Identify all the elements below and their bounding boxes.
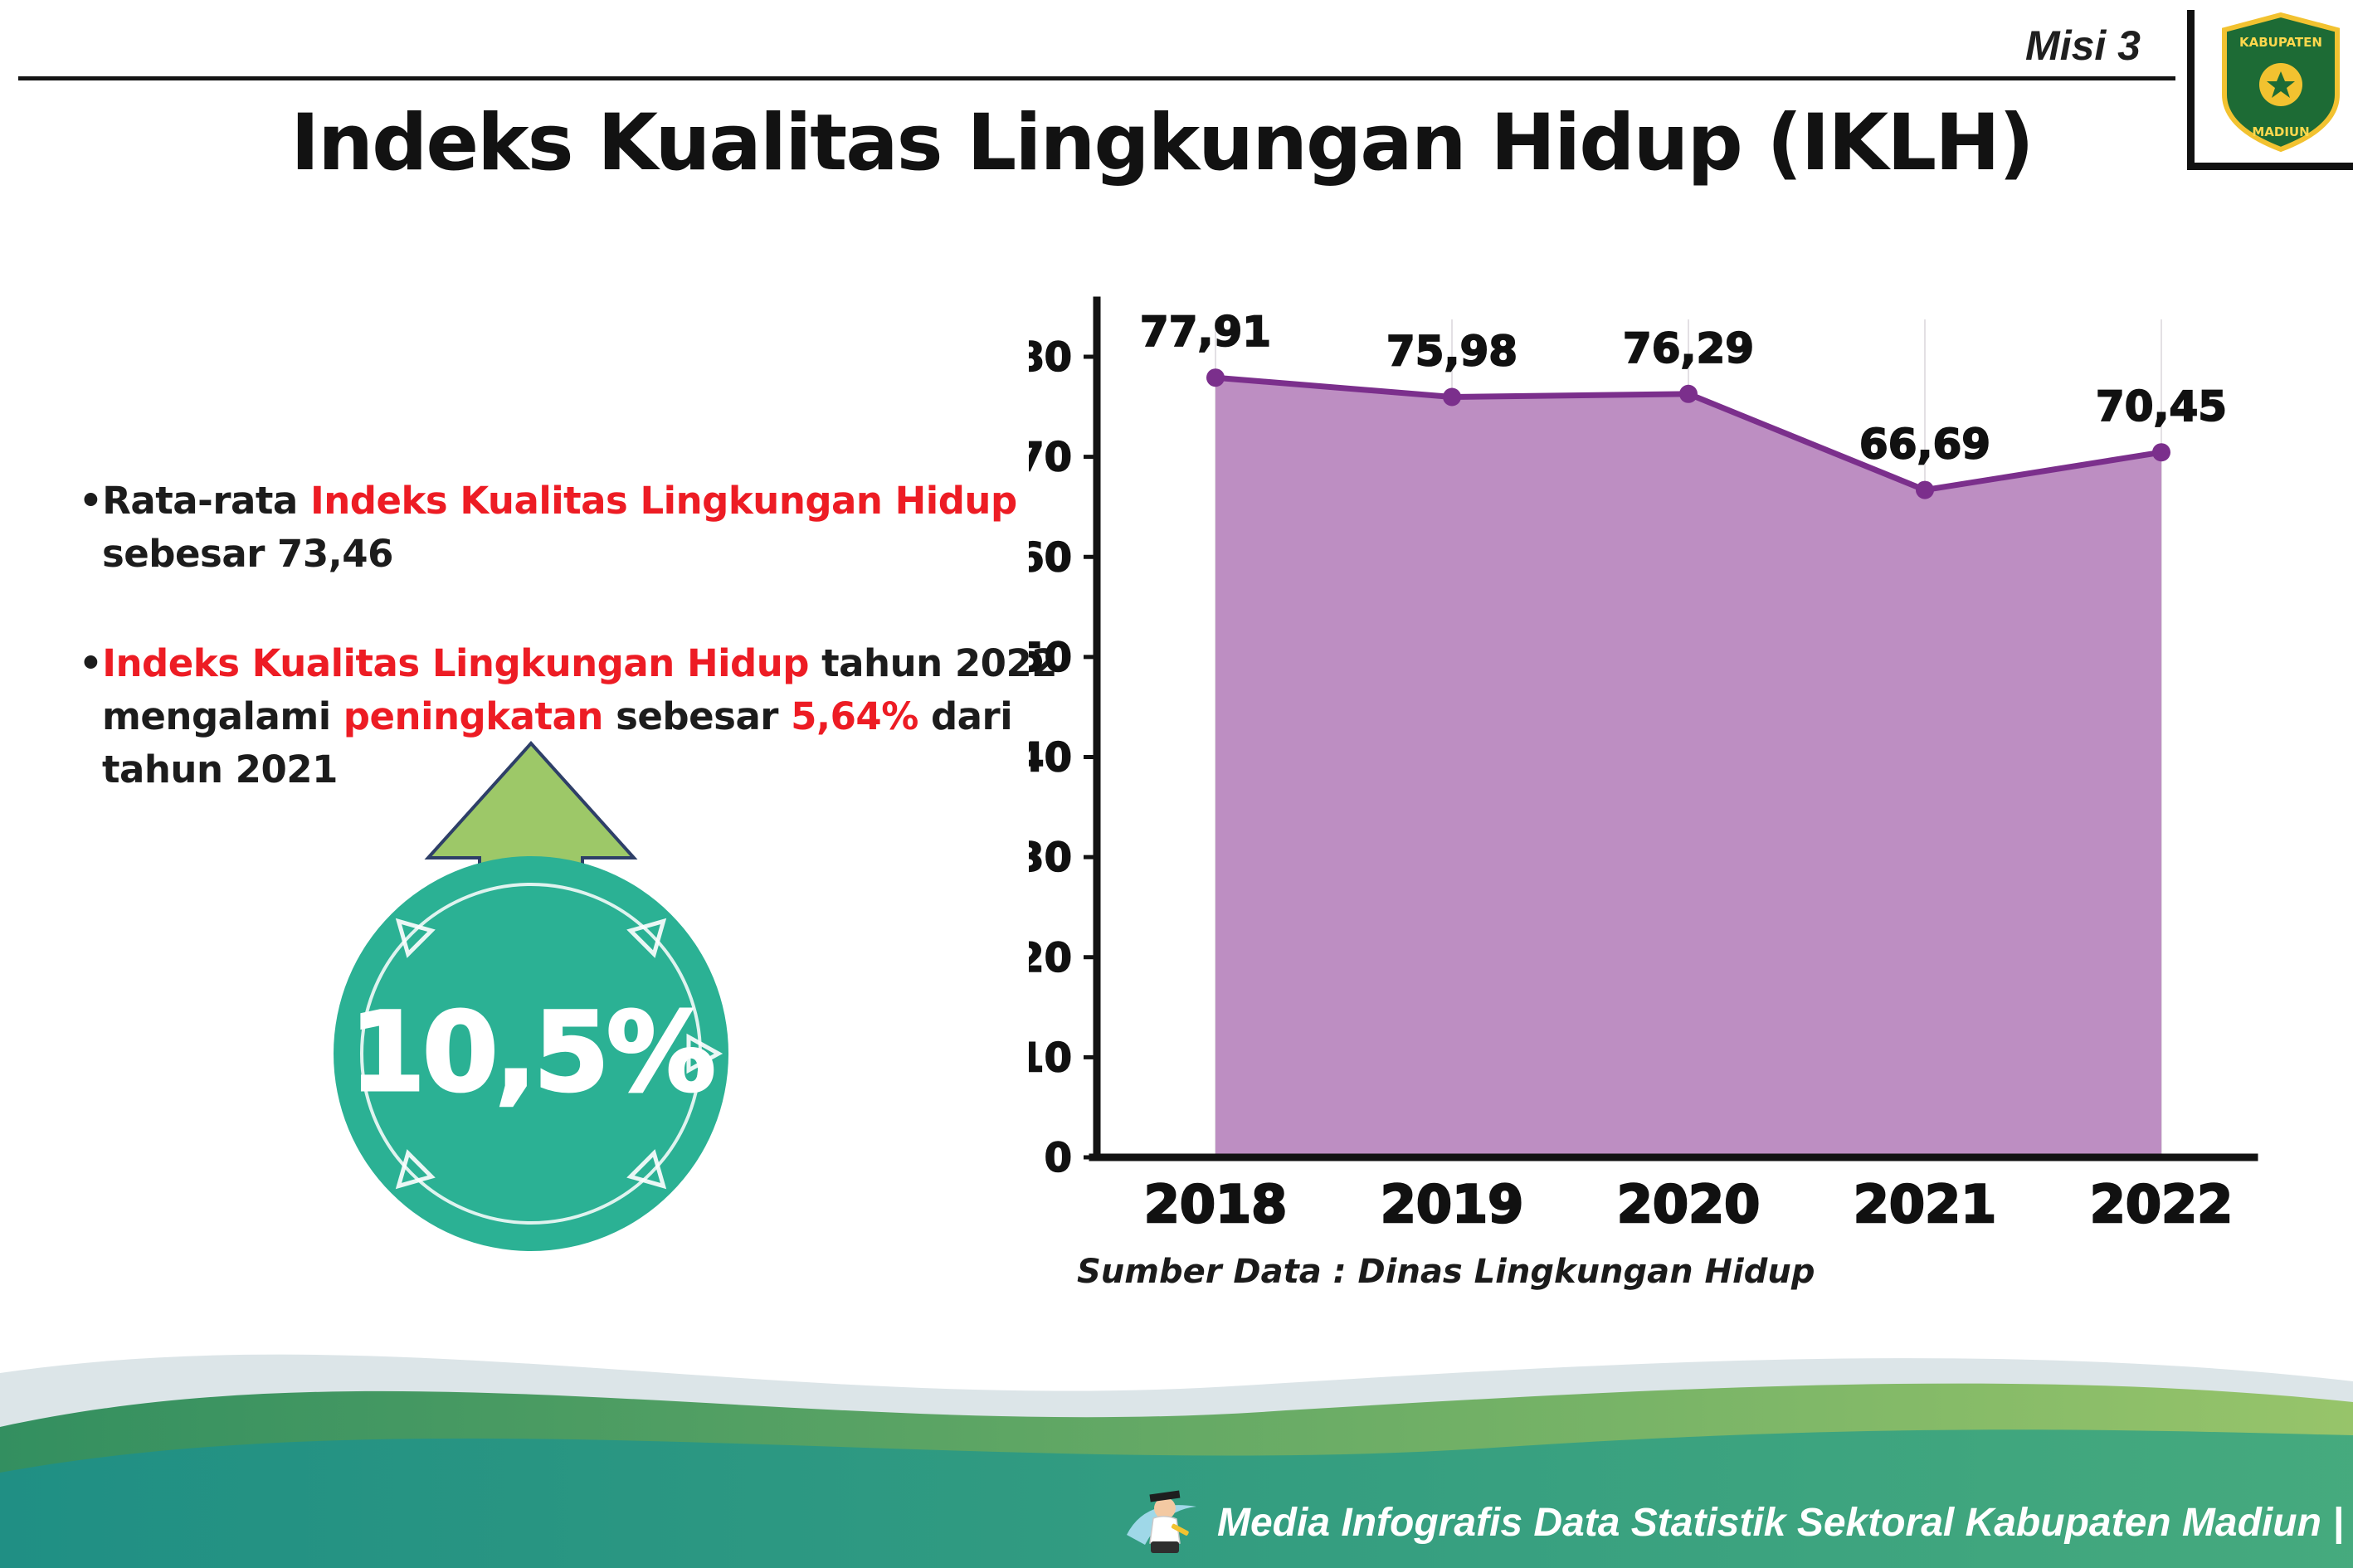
bullet2-highlight-1: Indeks Kualitas Lingkungan Hidup: [102, 641, 809, 685]
data-point: [1206, 368, 1225, 387]
footer-wave-teal: [0, 1429, 2353, 1568]
ring-triangle-icon: [626, 1149, 667, 1190]
y-tick-label: 20: [1029, 935, 1072, 981]
misi-label: Misi 3: [2025, 22, 2141, 69]
ring-triangle-icon: [395, 1149, 436, 1190]
bullet1-text-2: sebesar 73,46: [102, 531, 393, 576]
increase-badge: 10,5%: [334, 741, 728, 1251]
y-tick-label: 60: [1029, 534, 1072, 581]
mascot-legs: [1151, 1541, 1179, 1553]
value-label: 66,69: [1859, 421, 1990, 469]
data-point: [1679, 384, 1698, 403]
mascot-head: [1154, 1497, 1176, 1519]
value-label: 70,45: [2096, 382, 2227, 431]
x-tick-label: 2021: [1854, 1174, 1997, 1234]
y-tick-label: 40: [1029, 735, 1072, 782]
mascot-body: [1149, 1516, 1181, 1544]
footer-waves: [0, 1354, 2353, 1568]
header-divider: [18, 76, 2175, 80]
y-tick-label: 80: [1029, 334, 1072, 381]
badge-circle: [334, 856, 728, 1251]
iklh-area-chart: 0 10 20 30 40 50 60 70 80 77,91 75,98 76,29 66,69 70,…: [1016, 290, 2290, 1294]
logo-bottom-text: MADIUN: [2252, 124, 2309, 139]
y-tick-label: 30: [1029, 835, 1072, 881]
bullet-item-increase: •Indeks Kualitas Lingkungan Hidup tahun …: [79, 637, 1073, 796]
data-point: [2152, 443, 2170, 462]
chart-canvas: 0 10 20 30 40 50 60 70 80 77,91 75,98 76,29 66,69 70,…: [1016, 296, 2258, 1235]
x-tick-label: 2018: [1144, 1174, 1288, 1234]
value-label: 76,29: [1623, 324, 1754, 373]
y-tick-label: 10: [1029, 1035, 1072, 1081]
value-label: 75,98: [1386, 328, 1518, 376]
bullet1-highlight: Indeks Kualitas Lingkungan Hidup: [309, 479, 1017, 523]
x-tick-label: 2019: [1381, 1174, 1524, 1234]
bullet-marker: •: [79, 479, 103, 523]
bullet-marker: •: [79, 641, 103, 685]
x-tick-label: 2022: [2090, 1174, 2234, 1234]
logo-emblem: KABUPATEN MADIUN: [2222, 12, 2340, 153]
area-fill: [1215, 377, 2161, 1157]
data-point: [1443, 387, 1461, 407]
bullet2-highlight-2: peningkatan: [343, 694, 604, 738]
value-label: 77,91: [1140, 308, 1271, 356]
mascot-icon: [1127, 1490, 1196, 1553]
badge-ring: [360, 883, 702, 1225]
badge-value: 10,5%: [349, 989, 714, 1117]
y-tick-label: 70: [1029, 435, 1072, 481]
footer-credit-text: Media Infografis Data Statistik Sektoral…: [1217, 1501, 2344, 1545]
ring-triangle-icon: [686, 1033, 723, 1074]
mascot-swoosh: [1127, 1505, 1196, 1545]
bullet2-text-2: mengalami: [102, 694, 343, 738]
mascot-pencil-icon: [1171, 1523, 1189, 1536]
x-tick-label: 2020: [1617, 1174, 1761, 1234]
data-point: [1916, 480, 1934, 499]
logo-star-icon: [2267, 71, 2295, 98]
bullet1-text-1: Rata-rata: [102, 479, 310, 523]
page-title: Indeks Kualitas Lingkungan Hidup (IKLH): [290, 98, 2034, 188]
bullet2-text-5: tahun 2021: [102, 747, 338, 791]
bullet2-text-4: dari: [918, 694, 1013, 738]
source-note: Sumber Data : Dinas Lingkungan Hidup: [1077, 1253, 1815, 1291]
bullet2-highlight-3: 5,64%: [791, 694, 918, 738]
ring-triangle-icon: [626, 918, 667, 958]
mascot-cap: [1149, 1490, 1181, 1502]
y-tick-label: 0: [1045, 1135, 1072, 1181]
bullet2-text-3: sebesar: [602, 694, 792, 738]
kabupaten-madiun-logo: KABUPATEN MADIUN: [2187, 10, 2353, 170]
ring-triangle-icon: [395, 918, 436, 958]
y-tick-label: 50: [1029, 635, 1072, 681]
footer-credit: Media Infografis Data Statistik Sektoral…: [1122, 1483, 2344, 1562]
logo-top-text: KABUPATEN: [2239, 35, 2322, 50]
bullet2-text-1: tahun 2022: [809, 641, 1058, 685]
bullet-item-average: •Rata-rata Indeks Kualitas Lingkungan Hi…: [79, 475, 1040, 581]
